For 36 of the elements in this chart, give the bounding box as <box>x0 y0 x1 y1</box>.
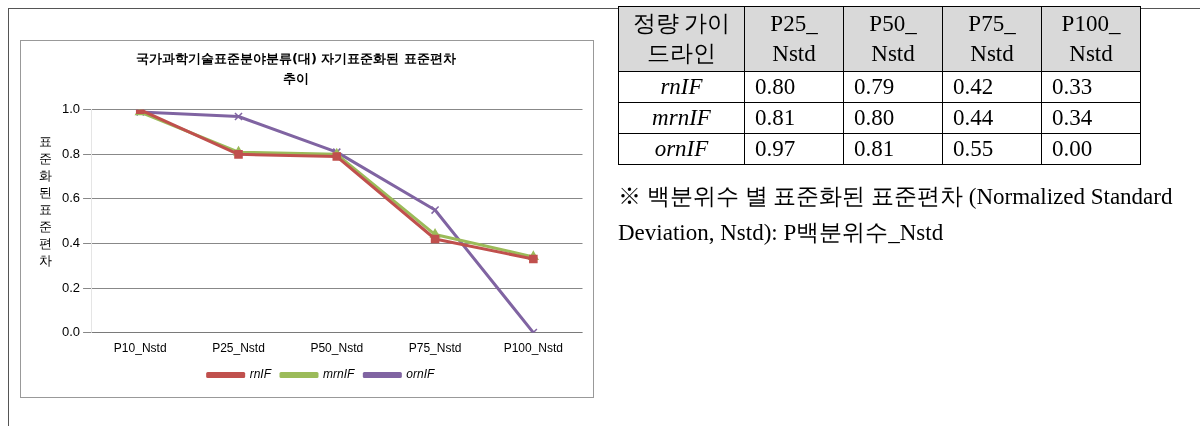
legend-label: mrnIF <box>323 367 355 382</box>
data-label: 0.00 <box>1041 133 1141 165</box>
legend-label: ornIF <box>406 367 436 382</box>
y-tick-label: ornIF <box>618 133 745 165</box>
legend-label: rnIF <box>249 367 272 382</box>
y-tick-label: 0.4 <box>61 235 81 251</box>
data-label: 0.33 <box>1041 71 1141 103</box>
x-tick-label: P50_Nstd <box>310 341 364 356</box>
y-axis-title: 표준화된 표준편차 <box>39 133 53 269</box>
x-tick-label: P100_Nstd <box>1041 6 1141 72</box>
data-label: 0.80 <box>744 71 844 103</box>
chart-title: 국가과학기술표준분야분류(대) 자기표준화된 표준편차 추이 <box>135 50 457 88</box>
x-tick-label: P75_Nstd <box>408 341 462 356</box>
y-tick-label: rnIF <box>618 71 745 103</box>
y-tick-label: 0.2 <box>61 279 81 295</box>
y-tick-label: mrnIF <box>618 102 745 134</box>
data-label: 0.55 <box>942 133 1042 165</box>
data-label: 0.81 <box>843 133 943 165</box>
data-label: 0.44 <box>942 102 1042 134</box>
y-tick-label: 0.8 <box>61 145 81 161</box>
x-tick-label: P50_Nstd <box>843 6 943 72</box>
data-label: 0.42 <box>942 71 1042 103</box>
data-label: 0.80 <box>843 102 943 134</box>
x-tick-label: P10_Nstd <box>113 341 167 356</box>
y-tick-label: 0.0 <box>61 324 81 340</box>
x-tick-label: P75_Nstd <box>942 6 1042 72</box>
x-tick-label: P25_Nstd <box>212 341 265 356</box>
data-label: 0.34 <box>1041 102 1141 134</box>
x-tick-label: P25_Nstd <box>744 6 844 72</box>
data-label: 0.79 <box>843 71 943 103</box>
x-tick-label: P100_Nstd <box>503 341 564 356</box>
text: ※ 백분위수 별 표준화된 표준편차 (Normalized Standard Deviation, Nstd): P백분위수_Nstd <box>618 183 1174 247</box>
data-label: 0.97 <box>744 133 844 165</box>
data-label: 0.81 <box>744 102 844 134</box>
y-tick-label: 0.6 <box>61 190 81 206</box>
y-tick-label: 1.0 <box>61 101 81 117</box>
